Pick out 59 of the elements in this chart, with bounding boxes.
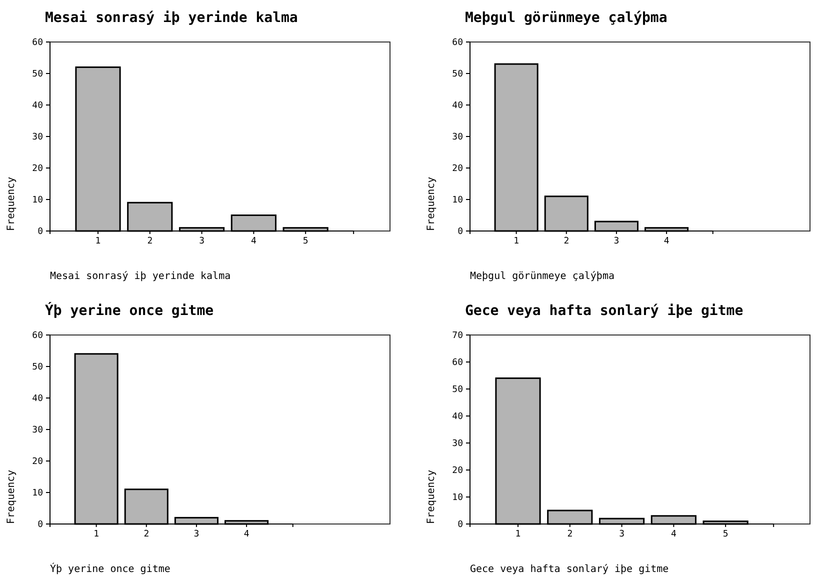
x-tick-label: 5 — [722, 529, 728, 540]
x-tick-label: 1 — [515, 529, 521, 540]
y-tick-label: 60 — [32, 38, 43, 48]
y-tick-label: 50 — [452, 384, 463, 395]
y-tick-label: 50 — [32, 362, 43, 372]
y-tick-label: 30 — [32, 425, 43, 436]
y-axis-title: Frequency — [6, 470, 17, 524]
y-tick-label: 30 — [32, 132, 43, 142]
x-tick-label: 5 — [302, 236, 308, 246]
y-tick-label: 20 — [32, 164, 43, 174]
x-tick-label: 2 — [564, 236, 570, 246]
y-tick-label: 40 — [32, 394, 43, 404]
x-axis-title: Meþgul görünmeye çalýþma — [470, 271, 614, 282]
y-tick-label: 40 — [452, 100, 463, 111]
y-axis-title: Frequency — [426, 470, 437, 524]
x-tick-label: 4 — [664, 236, 670, 246]
chart-title: Meþgul görünmeye çalýþma — [465, 10, 668, 26]
y-tick-label: 0 — [458, 226, 463, 237]
y-axis-title: Frequency — [426, 176, 437, 231]
y-tick-label: 10 — [32, 488, 43, 498]
y-tick-label: 50 — [452, 69, 463, 80]
x-tick-label: 4 — [244, 529, 250, 540]
y-tick-label: 60 — [452, 358, 463, 368]
x-tick-label: 3 — [619, 529, 624, 540]
chart-title: Mesai sonrasý iþ yerinde kalma — [45, 10, 298, 26]
chart-title: Ýþ yerine once gitme — [45, 302, 214, 319]
x-tick-label: 2 — [147, 236, 153, 246]
y-tick-label: 30 — [452, 132, 463, 142]
y-tick-label: 60 — [452, 38, 463, 48]
y-tick-label: 40 — [32, 100, 43, 111]
x-tick-label: 1 — [514, 236, 520, 246]
x-tick-label: 3 — [614, 236, 620, 246]
y-tick-label: 0 — [38, 520, 43, 530]
x-tick-label: 1 — [95, 236, 101, 246]
y-tick-label: 10 — [452, 492, 463, 503]
x-tick-label: 4 — [670, 529, 676, 540]
x-tick-label: 3 — [194, 529, 200, 540]
chart-title: Gece veya hafta sonlarý iþe gitme — [465, 303, 744, 319]
y-tick-label: 50 — [32, 69, 43, 80]
y-tick-label: 0 — [458, 520, 463, 530]
y-tick-label: 30 — [452, 438, 463, 449]
y-tick-label: 20 — [452, 164, 463, 174]
y-axis-title: Frequency — [6, 176, 17, 231]
y-tick-label: 70 — [452, 330, 463, 341]
y-tick-label: 40 — [452, 412, 463, 422]
y-tick-label: 60 — [32, 330, 43, 341]
x-axis-title: Mesai sonrasý iþ yerinde kalma — [50, 271, 231, 282]
y-tick-label: 10 — [32, 195, 43, 206]
y-tick-label: 20 — [32, 456, 43, 467]
x-tick-label: 1 — [94, 529, 100, 540]
x-axis-title: Gece veya hafta sonlarý iþe gitme — [470, 564, 669, 575]
y-tick-label: 0 — [38, 226, 43, 237]
x-tick-label: 2 — [567, 529, 573, 540]
y-tick-label: 20 — [452, 466, 463, 476]
x-axis-title: Ýþ yerine once gitme — [50, 562, 170, 575]
x-tick-label: 3 — [199, 236, 204, 246]
x-tick-label: 4 — [250, 236, 256, 246]
y-tick-label: 10 — [452, 195, 463, 206]
x-tick-label: 2 — [144, 529, 150, 540]
